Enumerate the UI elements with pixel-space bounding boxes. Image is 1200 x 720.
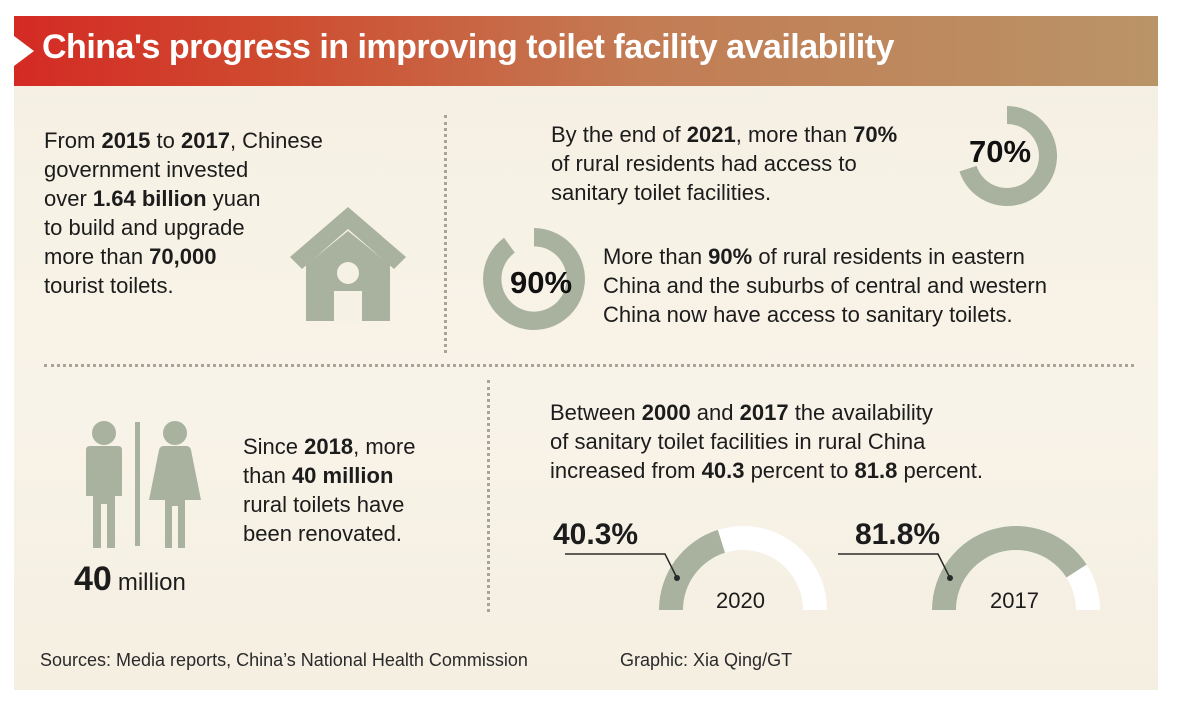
text-run: China now have access to sanitary toilet… (603, 302, 1013, 327)
infographic-panel (14, 16, 1158, 690)
divider-horizontal (44, 364, 1134, 367)
text-run: increased from (550, 458, 702, 483)
text-run: yuan (206, 186, 261, 211)
highlight-figure: 40.3 (701, 458, 745, 483)
eastern-china-text: More than 90% of rural residents in east… (603, 242, 1143, 329)
graphic-credit: Graphic: Xia Qing/GT (620, 650, 793, 670)
gauge-2017-value: 81.8% (855, 518, 941, 551)
page-title: China's progress in improving toilet fac… (42, 28, 894, 66)
gauge-leader-line (565, 553, 678, 579)
highlight-figure: 70% (853, 122, 898, 147)
text-run: government invested (44, 157, 249, 182)
gauge-2020-year: 2020 (716, 588, 765, 613)
text-run: , Chinese (229, 128, 323, 153)
text-run: to (150, 128, 181, 153)
text-run: Since (243, 434, 305, 459)
highlight-figure: 1.64 billion (92, 186, 207, 211)
text-run: China and the suburbs of central and wes… (603, 273, 1047, 298)
divider-vertical-top (444, 115, 447, 353)
availability-text: Between 2000 and 2017 the availability of… (550, 398, 1150, 485)
text-run: By the end of (551, 122, 687, 147)
text-run: of sanitary toilet facilities in rural C… (550, 429, 926, 454)
text-run: tourist toilets. (44, 273, 174, 298)
text-run: more than (44, 244, 150, 269)
text-run: of rural residents in eastern (752, 244, 1025, 269)
highlight-figure: 2017 (739, 400, 789, 425)
text-run: been renovated. (243, 521, 403, 546)
sources-note: Sources: Media reports, China’s National… (40, 650, 528, 670)
text-run: , more than (735, 122, 854, 147)
divider-vertical-bottom (487, 380, 490, 612)
text-run: percent. (897, 458, 983, 483)
access-2021-text: By the end of 2021, more than 70% of rura… (551, 120, 971, 207)
highlight-figure: 70,000 (149, 244, 217, 269)
highlight-figure: 2018 (304, 434, 354, 459)
house-icon (290, 207, 406, 321)
gauge-leader-line (838, 553, 951, 579)
text-run: More than (603, 244, 709, 269)
ring-90-label: 90% (509, 265, 573, 300)
tourist-toilets-text: From 2015 to 2017, Chinese government inv… (44, 126, 424, 300)
text-run: to build and upgrade (44, 215, 245, 240)
text-run: the availability (788, 400, 933, 425)
highlight-figure: 81.8 (854, 458, 898, 483)
highlight-figure: 2000 (641, 400, 691, 425)
big-number-unit: million (117, 569, 186, 596)
highlight-figure: 90% (708, 244, 753, 269)
text-run: , more (353, 434, 416, 459)
renovation-big-number: 40 million (74, 560, 186, 599)
ring-70-percent (959, 106, 1057, 206)
highlight-figure: 2015 (101, 128, 151, 153)
text-run: and (690, 400, 740, 425)
text-run: than (243, 463, 292, 488)
text-run: of rural residents had access to (551, 151, 857, 176)
gauge-bar-2020 (659, 529, 725, 610)
gauge-leader-dot (947, 575, 953, 581)
restroom-people-icon (86, 421, 201, 548)
gauge-2017-year: 2017 (990, 588, 1039, 613)
ring-70-label: 70% (968, 134, 1032, 169)
ring-90-percent (483, 228, 585, 330)
gauge-2020-value: 40.3% (553, 518, 639, 551)
title-banner (14, 16, 1158, 86)
highlight-figure: 2017 (180, 128, 230, 153)
text-run: From (44, 128, 102, 153)
text-run: rural toilets have (243, 492, 405, 517)
text-run: sanitary toilet facilities. (551, 180, 772, 205)
big-number-value: 40 (74, 560, 112, 598)
gauge-bar-2017 (932, 525, 1087, 610)
renovation-text: Since 2018, more than 40 million rural toi… (243, 432, 483, 548)
highlight-figure: 2021 (686, 122, 736, 147)
text-run: Between (550, 400, 642, 425)
text-run: over (44, 186, 93, 211)
highlight-figure: 40 million (291, 463, 394, 488)
banner-arrow-icon (14, 36, 34, 66)
gauge-leader-dot (674, 575, 680, 581)
text-run: percent to (744, 458, 855, 483)
